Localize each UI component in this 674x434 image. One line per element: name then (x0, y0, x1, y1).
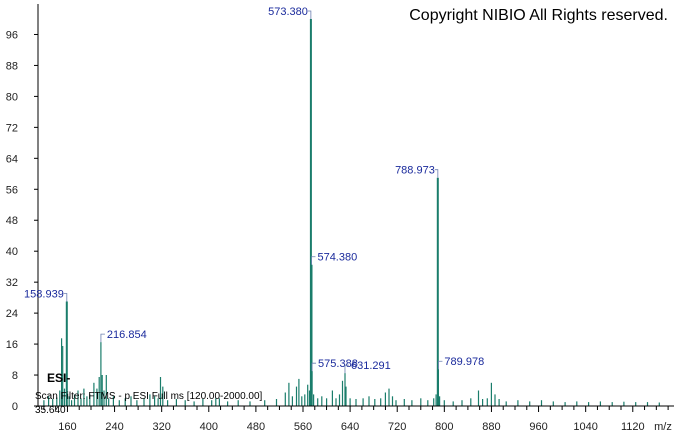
peaks-layer (43, 19, 660, 406)
x-tick-label: 160 (58, 421, 76, 433)
x-tick-label: 240 (105, 421, 123, 433)
peak-label-connector (311, 256, 316, 265)
y-tick-label: 64 (6, 153, 18, 165)
y-tick-label: 24 (6, 308, 18, 320)
peak-label-connector (438, 360, 443, 370)
x-tick-label: 560 (294, 421, 312, 433)
y-tick-label: 88 (6, 60, 18, 72)
peak-label: 574.380 (317, 252, 357, 264)
y-tick-label: 80 (6, 91, 18, 103)
peak-label: 631.291 (351, 360, 391, 372)
y-tick-label: 16 (6, 339, 18, 351)
y-tick-label: 8 (12, 370, 18, 382)
peak-label-connector (100, 333, 105, 343)
peak-labels-layer: 158.939 216.854 573.380 574.380 575.388631.2… (24, 6, 484, 374)
peak-label-connector (63, 293, 68, 302)
x-tick-label: 400 (200, 421, 218, 433)
peak-label: 789.978 (444, 356, 484, 368)
y-tick-label: 40 (6, 246, 18, 258)
y-tick-label: 56 (6, 184, 18, 196)
peak-label: 575.388 (318, 358, 358, 370)
y-tick-label: 72 (6, 122, 18, 134)
peak-label: 788.973 (395, 165, 435, 177)
x-tick-label: 640 (341, 421, 359, 433)
esi-label: ESI- (47, 371, 70, 385)
peak-label-connector (307, 10, 312, 19)
peak-label: 158.939 (24, 289, 64, 301)
x-tick-label: 880 (482, 421, 500, 433)
peak-label-connector (311, 362, 317, 372)
x-axis-title: m/z (654, 421, 672, 433)
copyright-text: Copyright NIBIO All Rights reserved. (409, 7, 668, 24)
x-tick-label: 720 (388, 421, 406, 433)
scan-filter-text: Scan Filter: FTMS - p ESI Full ms [120.0… (35, 391, 263, 402)
ticks-layer: 0 8 16 24 32 40 48 56 64 72 80 88 96 160 240 320 400 480 5… (6, 29, 669, 433)
axes-layer (37, 4, 674, 407)
peak-label-connector (434, 169, 439, 178)
retention-time-text: 35.640 (35, 405, 66, 416)
x-tick-label: 1120 (621, 421, 645, 433)
x-tick-label: 480 (247, 421, 265, 433)
y-tick-label: 48 (6, 215, 18, 227)
x-tick-label: 800 (435, 421, 453, 433)
peak-label: 573.380 (268, 6, 308, 18)
x-tick-label: 320 (152, 421, 170, 433)
peak-label-connector (344, 364, 349, 374)
y-tick-label: 96 (6, 29, 18, 41)
peak-label: 216.854 (107, 329, 147, 341)
y-tick-label: 32 (6, 277, 18, 289)
x-tick-label: 960 (529, 421, 547, 433)
y-tick-label: 0 (12, 401, 18, 413)
x-tick-label: 1040 (573, 421, 597, 433)
